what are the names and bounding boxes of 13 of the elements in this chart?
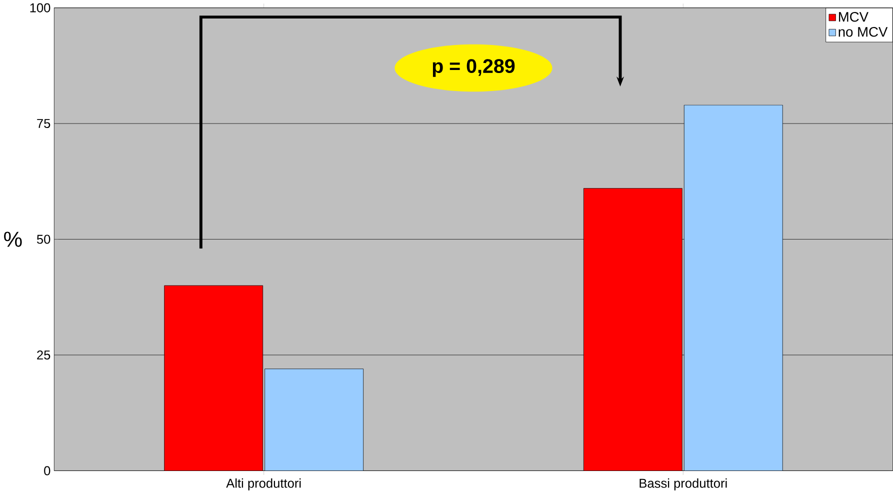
y-tick-label: 100 xyxy=(30,3,50,13)
y-tick-label: 50 xyxy=(36,234,50,244)
bar xyxy=(164,286,264,471)
y-tick-label: 0 xyxy=(44,466,50,476)
x-tick-label: Alti produttori xyxy=(226,478,301,491)
y-tick-label: 75 xyxy=(37,119,50,128)
y-axis-title: % xyxy=(4,232,22,248)
y-tick-label: 25 xyxy=(37,350,50,360)
annotation: p = 0,289 xyxy=(432,59,515,78)
bar xyxy=(583,188,682,471)
x-tick-label: Bassi produttori xyxy=(640,478,727,491)
legend-label: MCV xyxy=(838,12,868,22)
legend-label: no MCV xyxy=(838,27,888,37)
